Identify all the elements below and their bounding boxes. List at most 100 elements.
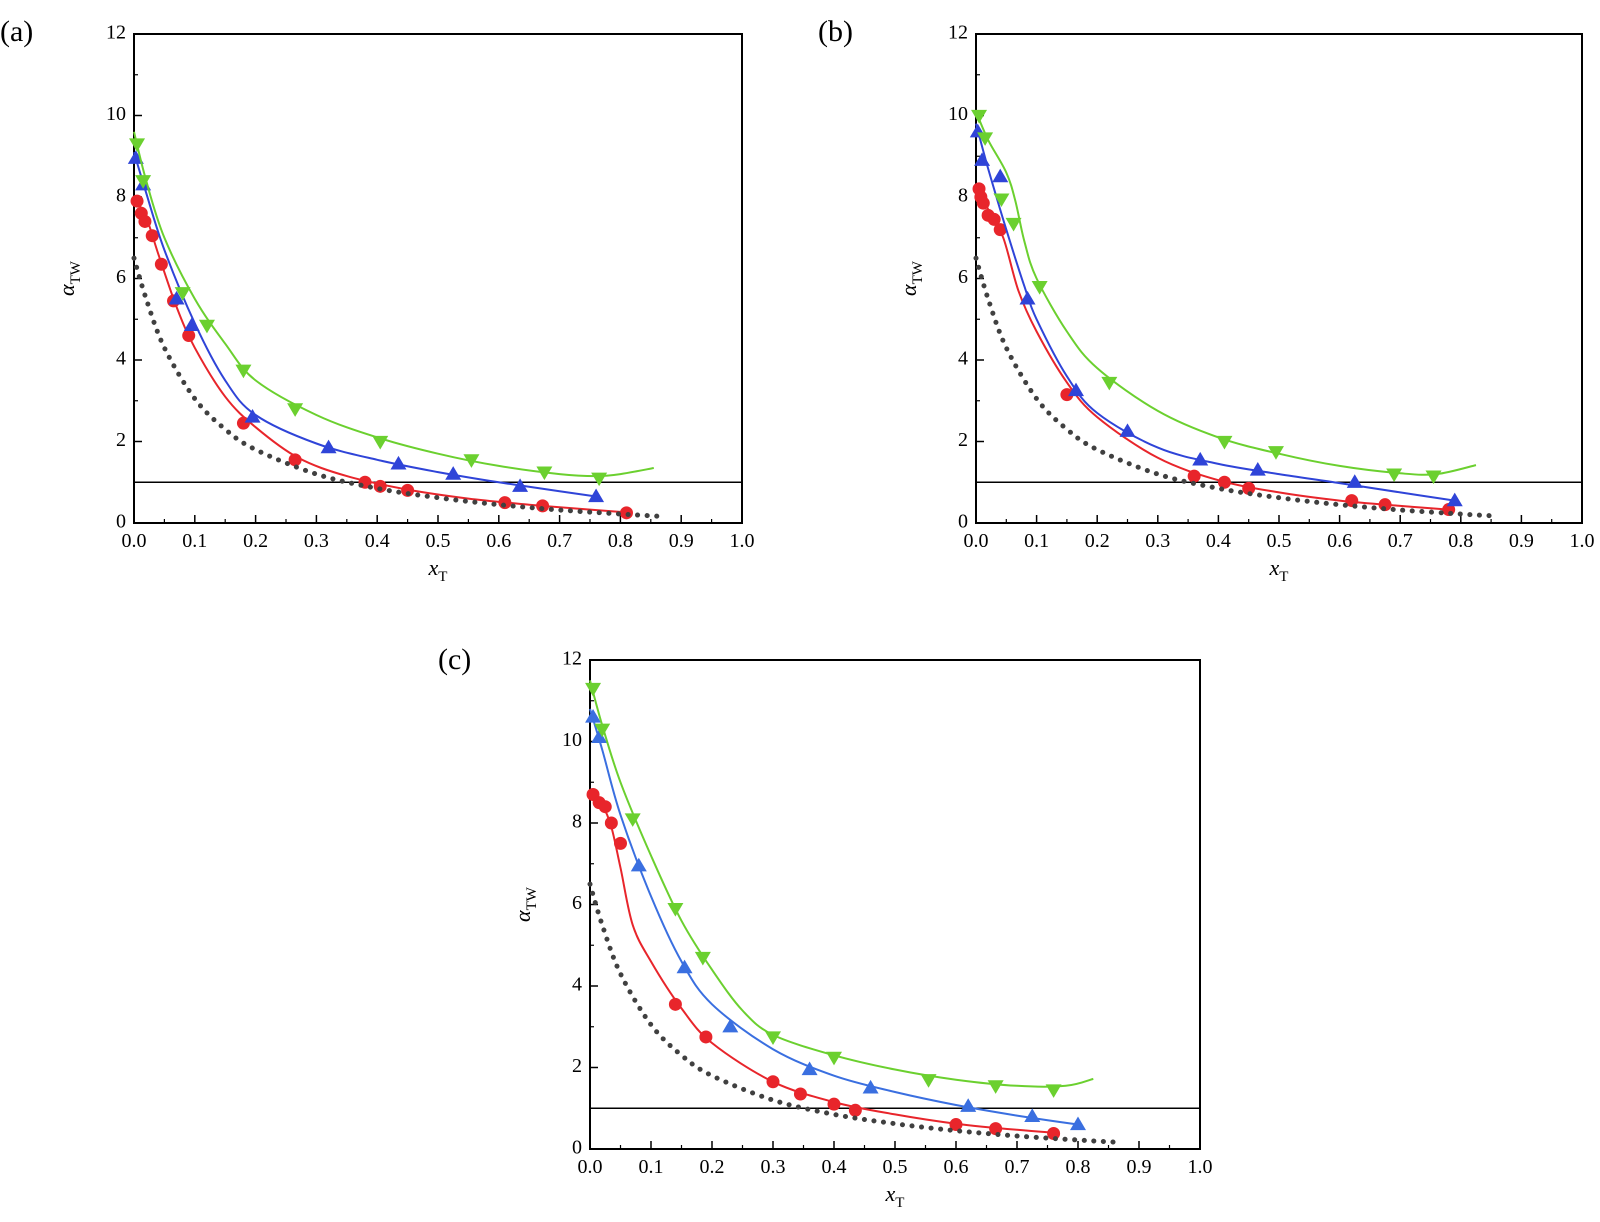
y-tick-label: 0 [958, 511, 968, 533]
data-point-triangle-up [676, 959, 693, 974]
data-point-triangle-up [992, 168, 1009, 183]
data-point-triangle-down [667, 902, 684, 917]
data-point-circle [288, 453, 302, 467]
dotted-curve [587, 881, 1118, 1145]
panel-a: (a) 0.0 0.1 0.2 0.3 0.4 0.5 0.6 0.7 0.8 0.9 1.0 0 2 4 6… [0, 15, 755, 585]
y-tick-label: 2 [116, 429, 126, 451]
data-point-triangle-down [624, 813, 641, 827]
data-point-circle [1217, 475, 1231, 489]
panel-c: (c) 0.0 0.1 0.2 0.3 0.4 0.5 0.6 0.7 0.8 0.9 1.0 0 2 4 6… [438, 643, 1213, 1211]
x-tick-label: 0.8 [608, 530, 633, 552]
data-point-circle [827, 1097, 841, 1111]
data-point-triangle-up [630, 857, 647, 872]
data-point-circle [668, 997, 682, 1011]
x-axis-title-subscript: T [1279, 569, 1288, 585]
data-point-triangle-down [694, 951, 711, 966]
dotted-curve [131, 255, 660, 519]
panel-b: (b) 0.0 0.1 0.2 0.3 0.4 0.5 0.6 0.7 0.8 0.9 1.0 0 2 4 6… [818, 15, 1595, 585]
data-point-triangle-down [1425, 470, 1442, 485]
data-point-circle [373, 479, 387, 493]
y-axis-title: αTW [896, 260, 926, 296]
data-point-triangle-up [445, 466, 462, 480]
x-tick-label: 0.4 [822, 1156, 847, 1178]
x-axis-title-main: x [1269, 555, 1280, 580]
data-point-triangle-up [183, 317, 200, 331]
data-point-circle [598, 800, 612, 814]
x-tick-label: 0.5 [426, 530, 451, 552]
y-axis-title: αTW [510, 886, 540, 922]
data-point-triangle-up [1019, 290, 1036, 305]
data-point-triangle-down [1386, 468, 1403, 483]
x-tick-label: 0.9 [1509, 530, 1534, 552]
data-point-triangle-up [512, 478, 529, 492]
panel-label: (a) [0, 15, 33, 48]
data-point-triangle-down [765, 1031, 781, 1045]
data-point-circle [993, 223, 1007, 237]
y-tick-label: 10 [562, 729, 582, 751]
y-axis-title-main: α [896, 284, 921, 296]
x-tick-label: 0.1 [1024, 530, 1049, 552]
y-tick-label: 6 [116, 266, 126, 288]
data-point-circle [154, 257, 168, 271]
data-point-triangle-down [129, 138, 146, 153]
x-tick-label: 0.7 [1005, 1156, 1030, 1178]
x-tick-label: 0.0 [964, 530, 989, 552]
data-point-triangle-down [1005, 217, 1022, 232]
data-point-triangle-up [320, 439, 337, 454]
x-tick-label: 0.1 [182, 530, 207, 552]
y-tick-label: 2 [958, 429, 968, 451]
data-point-circle [401, 483, 415, 497]
data-point-triangle-down [372, 435, 389, 450]
data-point-triangle-up [168, 290, 185, 305]
data-point-triangle-up [862, 1079, 879, 1094]
x-tick-label: 0.4 [1206, 530, 1231, 552]
data-point-triangle-up [1119, 423, 1136, 437]
x-tick-label: 0.2 [243, 530, 268, 552]
data-point-triangle-up [960, 1098, 977, 1112]
data-point-triangle-down [591, 472, 608, 487]
fit-curve [133, 196, 627, 514]
x-tick-label: 0.3 [1145, 530, 1170, 552]
y-tick-label: 4 [958, 348, 968, 370]
data-point-circle [949, 1118, 963, 1132]
data-point-triangle-up [1024, 1108, 1041, 1122]
data-point-triangle-down [993, 193, 1010, 208]
x-tick-label: 0.3 [304, 530, 329, 552]
data-point-triangle-down [536, 466, 553, 481]
data-point-triangle-up [127, 150, 144, 164]
x-tick-label: 0.7 [1388, 530, 1413, 552]
y-tick-label: 6 [572, 892, 582, 914]
data-point-triangle-up [722, 1018, 739, 1033]
data-point-triangle-down [1267, 446, 1284, 460]
x-tick-label: 0.6 [486, 530, 511, 552]
x-tick-label: 0.8 [1066, 1156, 1091, 1178]
x-tick-label: 0.2 [700, 1156, 725, 1178]
x-axis-title: xT [885, 1181, 905, 1211]
x-tick-label: 1.0 [1188, 1156, 1213, 1178]
y-tick-label: 12 [562, 648, 582, 670]
data-point-triangle-up [1446, 492, 1463, 507]
y-tick-label: 10 [106, 103, 126, 125]
data-point-triangle-up [801, 1061, 818, 1076]
x-tick-label: 0.1 [639, 1156, 664, 1178]
data-point-circle [1242, 481, 1256, 495]
data-point-triangle-down [287, 403, 304, 417]
x-tick-label: 0.6 [1327, 530, 1352, 552]
data-point-circle [145, 229, 159, 243]
series-red [972, 182, 1456, 517]
series-green [971, 109, 1477, 485]
x-axis-title-main: x [428, 555, 439, 580]
x-tick-label: 0.9 [1127, 1156, 1152, 1178]
data-point-circle [1187, 469, 1201, 483]
data-point-triangle-up [1070, 1116, 1086, 1131]
data-point-triangle-down [135, 175, 152, 189]
x-tick-label: 0.2 [1085, 530, 1110, 552]
y-tick-label: 6 [958, 266, 968, 288]
data-point-triangle-down [1045, 1084, 1062, 1098]
x-tick-label: 0.5 [1267, 530, 1292, 552]
y-axis-title-subscript: TW [524, 886, 540, 910]
y-tick-label: 12 [948, 22, 968, 44]
x-tick-label: 0.7 [547, 530, 572, 552]
x-tick-label: 0.4 [365, 530, 390, 552]
data-point-triangle-down [463, 454, 480, 468]
